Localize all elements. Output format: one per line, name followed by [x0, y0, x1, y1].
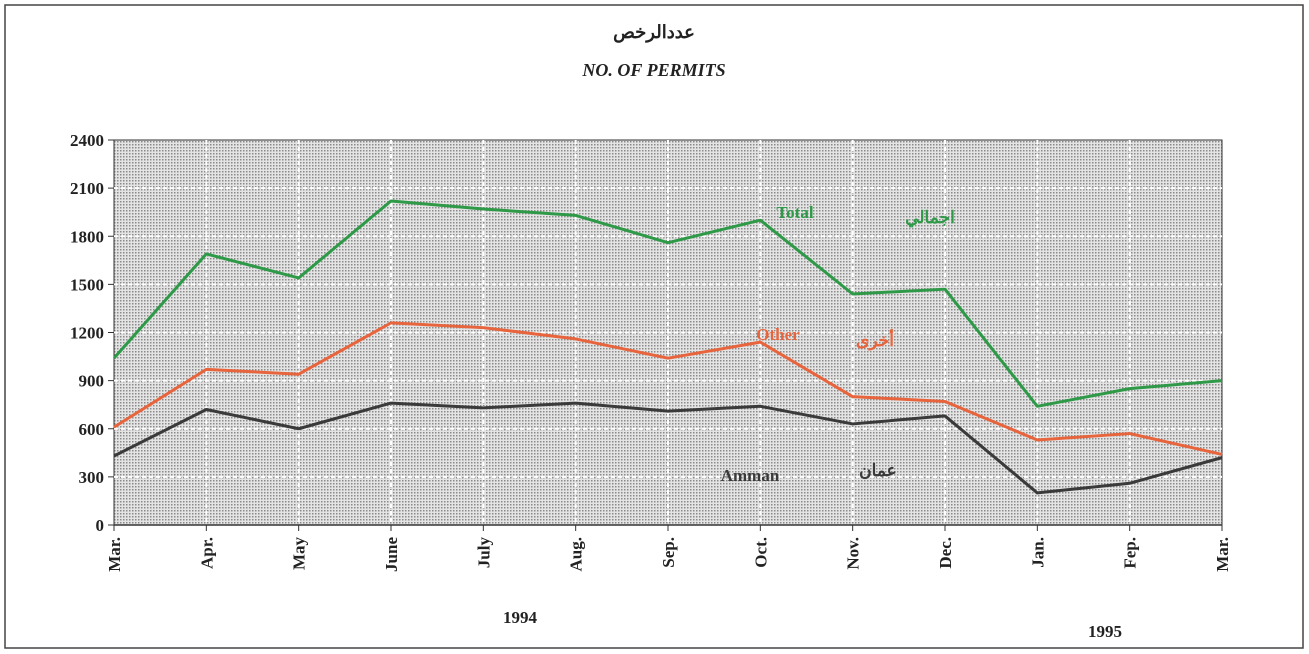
y-tick-label: 0 — [96, 516, 105, 535]
x-tick-label: Sep. — [659, 537, 678, 568]
x-tick-label: Apr. — [197, 537, 216, 569]
x-tick-label: May — [290, 537, 309, 571]
x-tick-label: Mar. — [105, 537, 124, 572]
y-tick-label: 1500 — [70, 275, 104, 294]
x-tick-label: July — [474, 537, 493, 569]
series-label: Other — [756, 325, 800, 344]
series-label-ar: عمان — [859, 461, 897, 480]
series-line — [112, 199, 1223, 408]
series-line — [113, 321, 1223, 456]
series-line — [113, 401, 1223, 495]
y-tick-label: 1200 — [70, 324, 104, 343]
year-label: 1995 — [1088, 622, 1122, 641]
series-label: Total — [776, 203, 813, 222]
series-label: Amman — [721, 466, 780, 485]
y-tick-label: 300 — [79, 468, 105, 487]
y-tick-label: 600 — [79, 420, 105, 439]
year-label: 1994 — [503, 608, 538, 627]
x-tick-label: Fep. — [1121, 537, 1140, 569]
chart-subtitle: NO. OF PERMITS — [581, 60, 725, 80]
series-label-ar: أخرى — [856, 328, 894, 351]
series-label-ar: اجمالي — [905, 208, 955, 228]
frame — [4, 4, 1304, 649]
chart-title: عددالرخص — [613, 22, 695, 43]
x-tick-label: June — [382, 537, 401, 572]
x-tick-label: Jan. — [1028, 537, 1047, 568]
x-tick-label: Aug. — [567, 537, 586, 571]
y-tick-label: 900 — [79, 372, 105, 391]
x-tick-label: Nov. — [844, 537, 863, 570]
x-tick-label: Oct. — [751, 537, 770, 568]
x-tick-label: Dec. — [936, 537, 955, 569]
x-tick-label: Mar. — [1213, 537, 1232, 572]
y-tick-label: 2400 — [70, 131, 104, 150]
y-tick-label: 1800 — [70, 227, 104, 246]
y-tick-label: 2100 — [70, 179, 104, 198]
